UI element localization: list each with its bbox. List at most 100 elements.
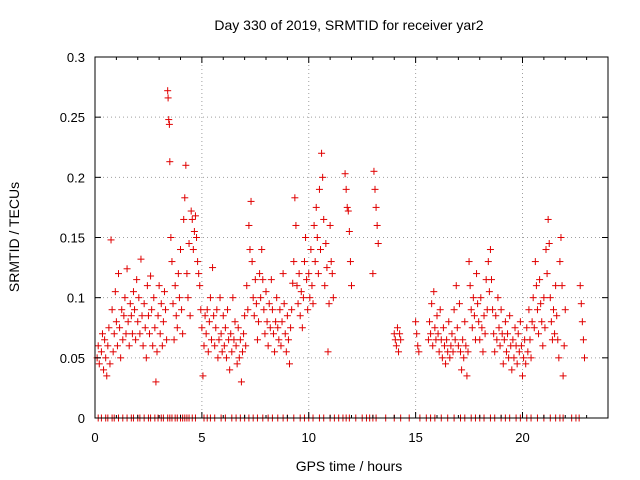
data-point [527, 354, 535, 362]
data-point [236, 336, 244, 344]
data-point [213, 306, 221, 314]
data-point [453, 324, 461, 332]
data-point [530, 324, 538, 332]
data-point [299, 294, 307, 302]
data-point [539, 342, 547, 350]
data-point [540, 294, 548, 302]
data-point [433, 312, 441, 320]
data-point [258, 246, 266, 254]
data-point [165, 116, 173, 124]
data-point [171, 282, 179, 290]
data-point [110, 330, 118, 338]
data-point [396, 330, 404, 338]
data-point [97, 348, 105, 356]
data-point [460, 354, 468, 362]
data-point [277, 342, 285, 350]
data-point [372, 203, 380, 211]
data-point [578, 318, 586, 326]
data-point [162, 306, 170, 314]
data-point [210, 312, 218, 320]
data-point [516, 318, 524, 326]
data-point [125, 342, 133, 350]
data-point [343, 203, 351, 211]
data-point [288, 306, 296, 314]
data-point [542, 246, 550, 254]
data-point [537, 300, 545, 308]
data-point [297, 288, 305, 296]
data-point [287, 324, 295, 332]
data-point [244, 306, 252, 314]
data-point [294, 300, 302, 308]
data-point [263, 318, 271, 326]
x-tick-label: 20 [515, 430, 529, 445]
data-point [272, 318, 280, 326]
data-point [282, 348, 290, 356]
data-point [166, 158, 174, 166]
data-point [502, 348, 510, 356]
data-point [475, 318, 483, 326]
data-point [486, 246, 494, 254]
data-point [552, 282, 560, 290]
x-axis-title: GPS time / hours [296, 458, 403, 474]
data-point [517, 342, 525, 350]
data-point [128, 330, 136, 338]
data-point [109, 348, 117, 356]
data-point [560, 342, 568, 350]
data-point [449, 348, 457, 356]
data-point [492, 312, 500, 320]
data-point [215, 336, 223, 344]
data-point [123, 265, 131, 273]
data-point [370, 167, 378, 175]
data-point [274, 324, 282, 332]
data-point [153, 348, 161, 356]
data-point [275, 336, 283, 344]
data-point [136, 330, 144, 338]
data-point [291, 194, 299, 202]
data-point [525, 306, 533, 314]
data-point [152, 378, 160, 386]
data-point [112, 318, 120, 326]
data-point [221, 324, 229, 332]
data-point [463, 372, 471, 380]
data-point [169, 300, 177, 308]
data-point [198, 324, 206, 332]
data-point [496, 342, 504, 350]
data-point [134, 318, 142, 326]
data-point [173, 324, 181, 332]
data-point [296, 312, 304, 320]
data-point [204, 348, 212, 356]
data-point [529, 294, 537, 302]
data-point [227, 330, 235, 338]
data-point [451, 336, 459, 344]
data-point [543, 270, 551, 278]
data-point [528, 318, 536, 326]
data-point [509, 336, 517, 344]
data-point [320, 215, 328, 223]
data-point [113, 342, 121, 350]
data-point [216, 294, 224, 302]
data-point [430, 288, 438, 296]
data-point [474, 300, 482, 308]
data-point [457, 348, 465, 356]
data-point [131, 306, 139, 314]
data-point [478, 324, 486, 332]
data-point [229, 294, 237, 302]
data-point [242, 342, 250, 350]
data-point [438, 354, 446, 362]
data-point [434, 330, 442, 338]
data-point [165, 120, 173, 128]
data-point [461, 318, 469, 326]
data-point [313, 234, 321, 241]
data-point [442, 360, 450, 368]
data-point [159, 318, 167, 326]
data-point [580, 354, 588, 362]
data-point [342, 185, 350, 193]
data-point [545, 240, 553, 248]
data-point [308, 282, 316, 290]
data-point [536, 276, 544, 284]
data-point [318, 149, 326, 157]
axis-ticks: 0 5 10 15 20 0 0.05 0.1 0.15 0.2 0.25 0.3 [60, 50, 608, 445]
data-point [489, 306, 497, 314]
data-point [271, 348, 279, 356]
